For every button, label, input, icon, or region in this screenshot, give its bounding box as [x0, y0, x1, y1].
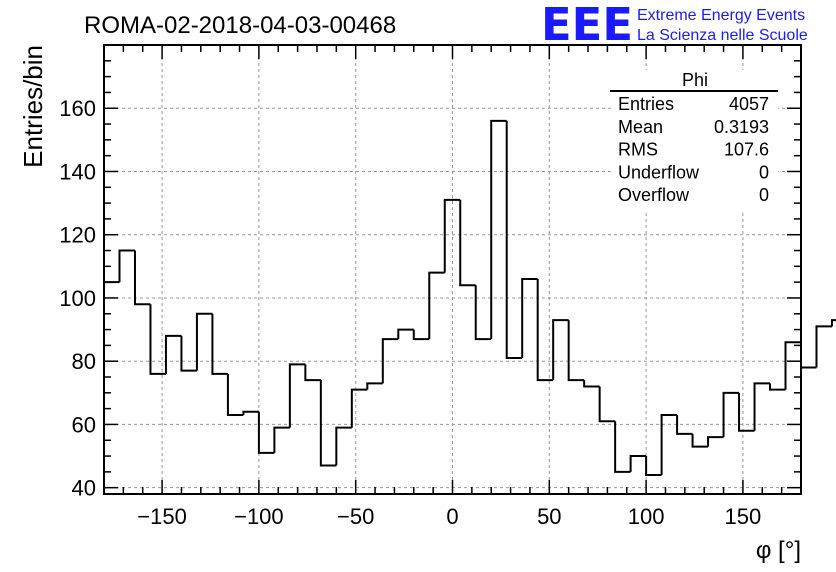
- x-tick-label: 150: [725, 504, 762, 529]
- histogram-bin: [304, 364, 321, 382]
- histogram-bin: [536, 278, 554, 382]
- y-tick-label: 80: [72, 349, 96, 374]
- histogram-bin: [691, 433, 709, 448]
- stats-row-label: Underflow: [618, 162, 700, 182]
- eee-subtitle-line1: Extreme Energy Events: [637, 7, 805, 24]
- stats-row-label: RMS: [618, 140, 658, 160]
- stats-row-value: 0.3193: [714, 117, 769, 137]
- y-axis-label: Entries/bin: [18, 45, 48, 168]
- histogram-bin: [660, 413, 678, 476]
- histogram-bin: [722, 391, 740, 438]
- stats-box: Phi Entries 4057 Mean 0.3193 RMS 107.6 Underfl…: [610, 70, 778, 210]
- histogram-bin: [257, 411, 275, 454]
- histogram-bin: [288, 363, 306, 428]
- histogram-bin: [474, 285, 492, 341]
- histogram-bin: [381, 338, 399, 384]
- histogram-bin: [428, 271, 445, 340]
- histogram-bin: [366, 382, 383, 390]
- histogram-bin: [784, 341, 801, 390]
- histogram-bin: [273, 426, 290, 453]
- histogram-bin: [443, 198, 461, 273]
- run-title: ROMA-02-2018-04-03-00468: [84, 12, 396, 39]
- eee-subtitle-line2: La Scienza nelle Scuole: [637, 27, 808, 44]
- x-tick-label: 0: [446, 504, 458, 529]
- histogram-bin: [567, 320, 585, 382]
- stats-rows: Entries 4057 Mean 0.3193 RMS 107.6 Underflow 0 O…: [618, 94, 769, 205]
- histogram-bin: [335, 426, 352, 466]
- stats-row-label: Mean: [618, 117, 663, 137]
- histogram-bin: [753, 382, 771, 431]
- histogram-bin: [645, 456, 662, 477]
- stats-row-label: Overflow: [618, 185, 690, 205]
- x-tick-labels: −150 −100 −50 0 50 100 150: [137, 504, 761, 529]
- histogram-bin: [815, 325, 832, 368]
- histogram-bin: [195, 312, 213, 371]
- histogram-bin: [133, 250, 151, 306]
- x-tick-label: −100: [234, 504, 284, 529]
- stats-row-value: 4057: [729, 94, 769, 114]
- x-tick-label: −50: [337, 504, 374, 529]
- histogram-bin: [412, 329, 430, 341]
- histogram-bin: [583, 380, 600, 388]
- histogram-bin: [242, 410, 259, 415]
- histogram-bin: [397, 328, 414, 340]
- histogram-bin: [490, 119, 507, 340]
- histogram-bin: [149, 304, 166, 375]
- x-tick-label: 100: [628, 504, 665, 529]
- histogram-bin: [830, 319, 836, 327]
- y-tick-label: 160: [59, 96, 96, 121]
- stats-box-title: Phi: [682, 70, 708, 90]
- stats-row-value: 0: [759, 162, 769, 182]
- y-tick-label: 60: [72, 412, 96, 437]
- histogram-bin: [769, 383, 786, 391]
- histogram-bin: [598, 386, 616, 423]
- x-axis-label: φ [°]: [756, 537, 801, 564]
- histogram-bin: [629, 455, 647, 472]
- histogram-bin: [211, 313, 228, 375]
- y-tick-label: 120: [59, 223, 96, 248]
- stats-row-value: 0: [759, 185, 769, 205]
- y-tick-labels: 40 60 80 100 120 140 160: [59, 96, 96, 500]
- stats-box-background: [612, 70, 778, 210]
- histogram-bin: [459, 199, 476, 287]
- stats-row-label: Entries: [618, 94, 674, 114]
- histogram-bin: [707, 436, 724, 447]
- y-tick-label: 40: [72, 476, 96, 501]
- histogram-bin: [319, 380, 337, 467]
- histogram-bin: [505, 120, 523, 360]
- histogram-bin: [676, 414, 693, 435]
- histogram-bin: [521, 277, 538, 359]
- histogram-bin: [226, 373, 244, 416]
- histogram-bin: [350, 388, 368, 428]
- histogram-bin: [118, 249, 135, 283]
- histogram-bin: [552, 319, 569, 381]
- eee-logo: EEE: [541, 0, 633, 51]
- stats-row-value: 107.6: [724, 140, 769, 160]
- histogram-bin: [164, 334, 182, 374]
- x-tick-label: 50: [537, 504, 561, 529]
- histogram-bin: [614, 421, 631, 473]
- x-tick-label: −150: [137, 504, 187, 529]
- histogram-bin: [738, 392, 755, 432]
- y-tick-label: 140: [59, 159, 96, 184]
- axis-ticks: [103, 44, 802, 494]
- y-tick-label: 100: [59, 286, 96, 311]
- histogram-bin: [180, 335, 197, 372]
